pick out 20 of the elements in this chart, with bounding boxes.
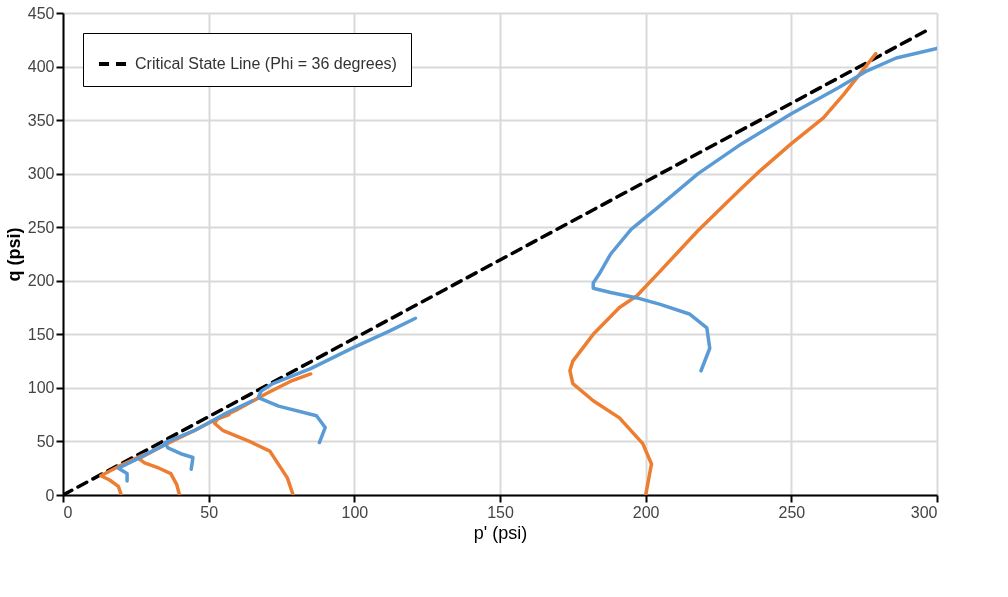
y-tick-label: 400 (27, 58, 55, 76)
legend-label: Critical State Line (Phi = 36 degrees) (135, 55, 397, 72)
y-tick-label: 250 (27, 218, 55, 236)
x-tick-label: 150 (487, 503, 514, 521)
y-tick-label: 200 (27, 272, 55, 290)
y-axis-title: q (psi) (3, 227, 24, 282)
y-tick-label: 300 (27, 165, 55, 183)
x-tick-label: 250 (778, 503, 806, 521)
y-tick-label: 100 (27, 379, 55, 397)
y-tick-label: 0 (45, 486, 55, 504)
x-tick-label: 50 (200, 503, 219, 521)
x-tick-label: 300 (910, 503, 938, 521)
x-axis-title: p' (psi) (473, 522, 528, 543)
x-tick-label: 200 (632, 503, 660, 521)
y-tick-label: 350 (27, 111, 55, 129)
y-tick-label: 450 (27, 4, 55, 22)
y-tick-label: 50 (36, 432, 55, 450)
x-tick-label: 0 (63, 503, 73, 521)
y-tick-label: 150 (27, 325, 55, 343)
x-tick-label: 100 (341, 503, 369, 521)
